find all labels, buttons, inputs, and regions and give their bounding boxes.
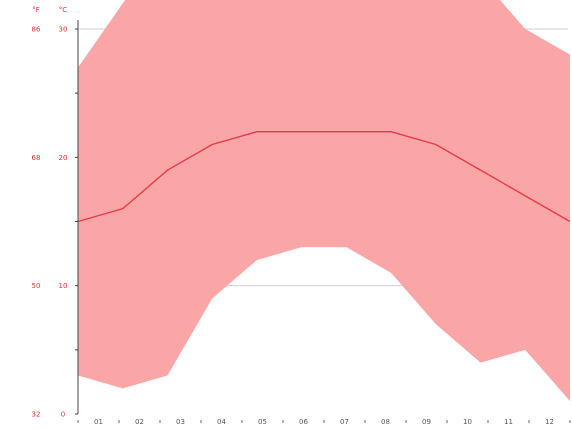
x-tick-label: 10 bbox=[463, 418, 472, 426]
x-tick-label: 06 bbox=[299, 418, 308, 426]
mean-line bbox=[77, 130, 571, 223]
x-tick-label: 03 bbox=[176, 418, 185, 426]
y-tick-label-f: 86 bbox=[32, 26, 41, 34]
x-tick-label: 12 bbox=[545, 418, 554, 426]
y-tick-label-c: 0 bbox=[61, 411, 65, 419]
y-tick-label-c: 20 bbox=[59, 154, 68, 162]
y-tick-label-f: 50 bbox=[32, 282, 41, 290]
x-tick-label: 01 bbox=[94, 418, 103, 426]
y-tick-label-f: 68 bbox=[32, 154, 41, 162]
y-tick-label-c: 10 bbox=[59, 282, 68, 290]
y-tick-label-c: 30 bbox=[59, 26, 68, 34]
x-tick-label: 02 bbox=[135, 418, 144, 426]
x-tick-label: 09 bbox=[422, 418, 431, 426]
x-tick-label: 07 bbox=[340, 418, 349, 426]
x-tick-label: 04 bbox=[217, 418, 226, 426]
y-tick-label-f: 32 bbox=[32, 411, 41, 419]
x-tick-label: 08 bbox=[381, 418, 390, 426]
y-axis-header-f: °F bbox=[32, 6, 40, 14]
y-axis-header-c: °C bbox=[59, 6, 68, 14]
range-band bbox=[78, 0, 570, 402]
x-tick-label: 11 bbox=[504, 418, 513, 426]
x-tick-label: 05 bbox=[258, 418, 267, 426]
